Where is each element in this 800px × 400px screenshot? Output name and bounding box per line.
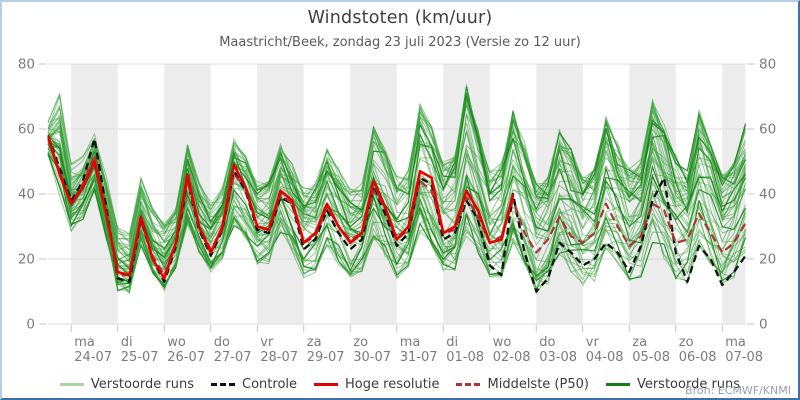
control-run-line: [47, 135, 746, 293]
svg-text:29-07: 29-07: [307, 350, 345, 365]
page-title: Windstoten (km/uur): [307, 8, 493, 28]
svg-text:04-08: 04-08: [586, 350, 624, 365]
legend-label: Middelste (P50): [487, 377, 589, 392]
high-resolution-line: [47, 135, 515, 280]
svg-text:31-07: 31-07: [400, 350, 438, 365]
legend-item-control: Controle: [211, 377, 297, 392]
svg-text:wo: wo: [167, 335, 186, 350]
svg-text:vr: vr: [260, 335, 274, 350]
svg-text:27-07: 27-07: [214, 350, 252, 365]
svg-text:20: 20: [759, 252, 776, 268]
legend-label: Controle: [242, 377, 298, 392]
y-axis-labels-left: 0 20 40 60 80: [18, 57, 35, 333]
legend-label: Verstoorde runs: [90, 377, 195, 392]
median-p50-swatch-icon: [456, 383, 481, 386]
svg-text:zo: zo: [353, 335, 368, 350]
svg-text:60: 60: [759, 122, 776, 138]
perturbed-runs-light-swatch-icon: [59, 383, 84, 386]
svg-text:za: za: [632, 335, 647, 350]
svg-text:di: di: [446, 335, 458, 350]
svg-text:01-08: 01-08: [446, 350, 484, 365]
svg-text:wo: wo: [493, 335, 512, 350]
high-resolution-swatch-icon: [314, 383, 339, 386]
svg-text:0: 0: [759, 317, 768, 333]
svg-text:ma: ma: [400, 335, 421, 350]
svg-text:vr: vr: [586, 335, 600, 350]
svg-text:30-07: 30-07: [353, 350, 391, 365]
legend-item-median-p50: Middelste (P50): [456, 377, 589, 392]
svg-text:26-07: 26-07: [167, 350, 205, 365]
svg-text:07-08: 07-08: [725, 350, 763, 365]
svg-text:do: do: [214, 335, 230, 350]
svg-text:za: za: [307, 335, 322, 350]
svg-text:40: 40: [759, 187, 776, 203]
svg-text:do: do: [539, 335, 555, 350]
median-p50-line: [47, 138, 746, 277]
perturbed-runs-dark-swatch-icon: [605, 383, 630, 386]
legend-label: Verstoorde runs: [636, 377, 741, 392]
svg-text:80: 80: [18, 57, 35, 73]
control-swatch-icon: [211, 383, 236, 386]
svg-text:25-07: 25-07: [121, 350, 159, 365]
chart-legend: Verstoorde runs Controle Hoge resolutie …: [2, 377, 798, 392]
svg-text:40: 40: [18, 187, 35, 203]
svg-text:0: 0: [26, 317, 35, 333]
svg-text:di: di: [121, 335, 133, 350]
svg-text:03-08: 03-08: [539, 350, 577, 365]
svg-text:60: 60: [18, 122, 35, 138]
svg-text:80: 80: [759, 57, 776, 73]
svg-text:ma: ma: [74, 335, 95, 350]
page-subtitle: Maastricht/Beek, zondag 23 juli 2023 (Ve…: [219, 35, 581, 50]
svg-text:20: 20: [18, 252, 35, 268]
svg-text:02-08: 02-08: [493, 350, 531, 365]
svg-text:06-08: 06-08: [679, 350, 717, 365]
svg-text:05-08: 05-08: [632, 350, 670, 365]
legend-item-high-resolution: Hoge resolutie: [314, 377, 439, 392]
legend-item-perturbed-runs-light: Verstoorde runs: [59, 377, 195, 392]
legend-item-perturbed-runs-dark: Verstoorde runs: [605, 377, 741, 392]
svg-text:28-07: 28-07: [260, 350, 298, 365]
svg-text:zo: zo: [679, 335, 694, 350]
y-axis-labels-right: 0 20 40 60 80: [759, 57, 776, 333]
source-credit: Bron: ECMWF/KNMI: [685, 384, 791, 397]
svg-text:24-07: 24-07: [74, 350, 112, 365]
svg-text:ma: ma: [725, 335, 746, 350]
x-axis-labels: ma24-07di25-07wo26-07do27-07vr28-07za29-…: [70, 325, 763, 365]
legend-label: Hoge resolutie: [345, 377, 440, 392]
